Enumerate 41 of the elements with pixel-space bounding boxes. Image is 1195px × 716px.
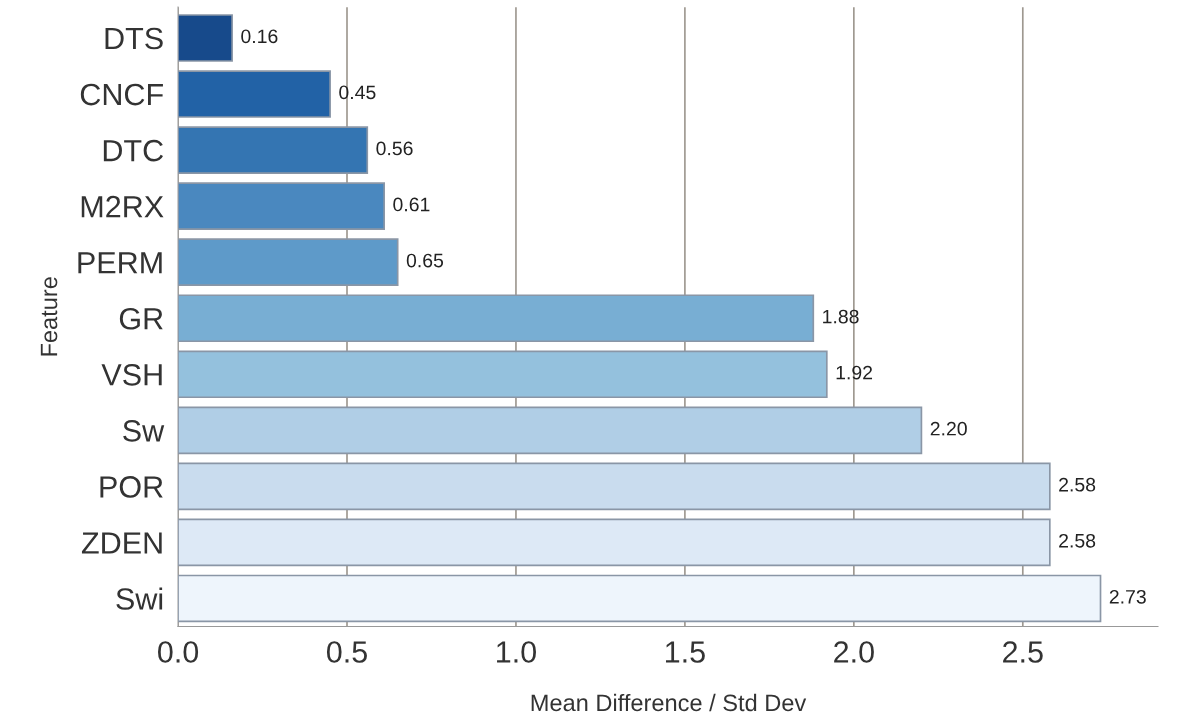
y-tick-label: PERM [78,252,162,274]
x-tick-label: 2.5 [1003,641,1043,663]
bar [178,462,1051,511]
data-label: 0.56 [376,141,413,156]
bar [178,518,1051,567]
data-label: 2.20 [930,421,967,436]
data-label: 1.92 [836,365,873,380]
y-tick-label: ZDEN [81,532,162,554]
data-label: 0.61 [393,197,430,212]
bar [178,406,923,455]
bar [178,350,828,399]
y-tick-label: DTS [105,27,163,50]
y-axis-title: Feature [40,277,58,356]
x-tick-label: 0.5 [326,641,367,663]
x-tick-label: 2.0 [834,641,874,663]
bar [178,182,386,230]
x-tick-label: 0.0 [158,641,199,663]
bar [178,126,369,174]
data-label: 2.73 [1109,589,1146,604]
data-label: 2.58 [1059,477,1096,492]
bar [178,294,815,343]
y-tick-label: GR [119,307,163,330]
bar [178,14,233,62]
x-tick-label: 1.5 [665,641,705,663]
x-axis-title: Mean Difference / Std Dev [531,693,807,712]
bar [178,574,1102,623]
y-tick-label: POR [100,476,163,498]
y-tick-label: M2RX [81,195,164,218]
bar [178,70,331,118]
y-tick-label: CNCF [80,83,163,106]
data-label: 0.45 [339,85,376,100]
data-label: 0.16 [241,29,278,44]
y-tick-label: VSH [101,364,162,386]
x-tick-label: 1.0 [497,641,536,663]
data-label: 2.58 [1059,533,1096,548]
y-tick-label: Sw [123,420,165,442]
y-tick-label: DTC [103,139,163,162]
bar [178,238,399,286]
data-label: 1.88 [823,309,859,324]
y-tick-label: Swi [116,587,163,610]
data-label: 0.65 [406,253,444,268]
